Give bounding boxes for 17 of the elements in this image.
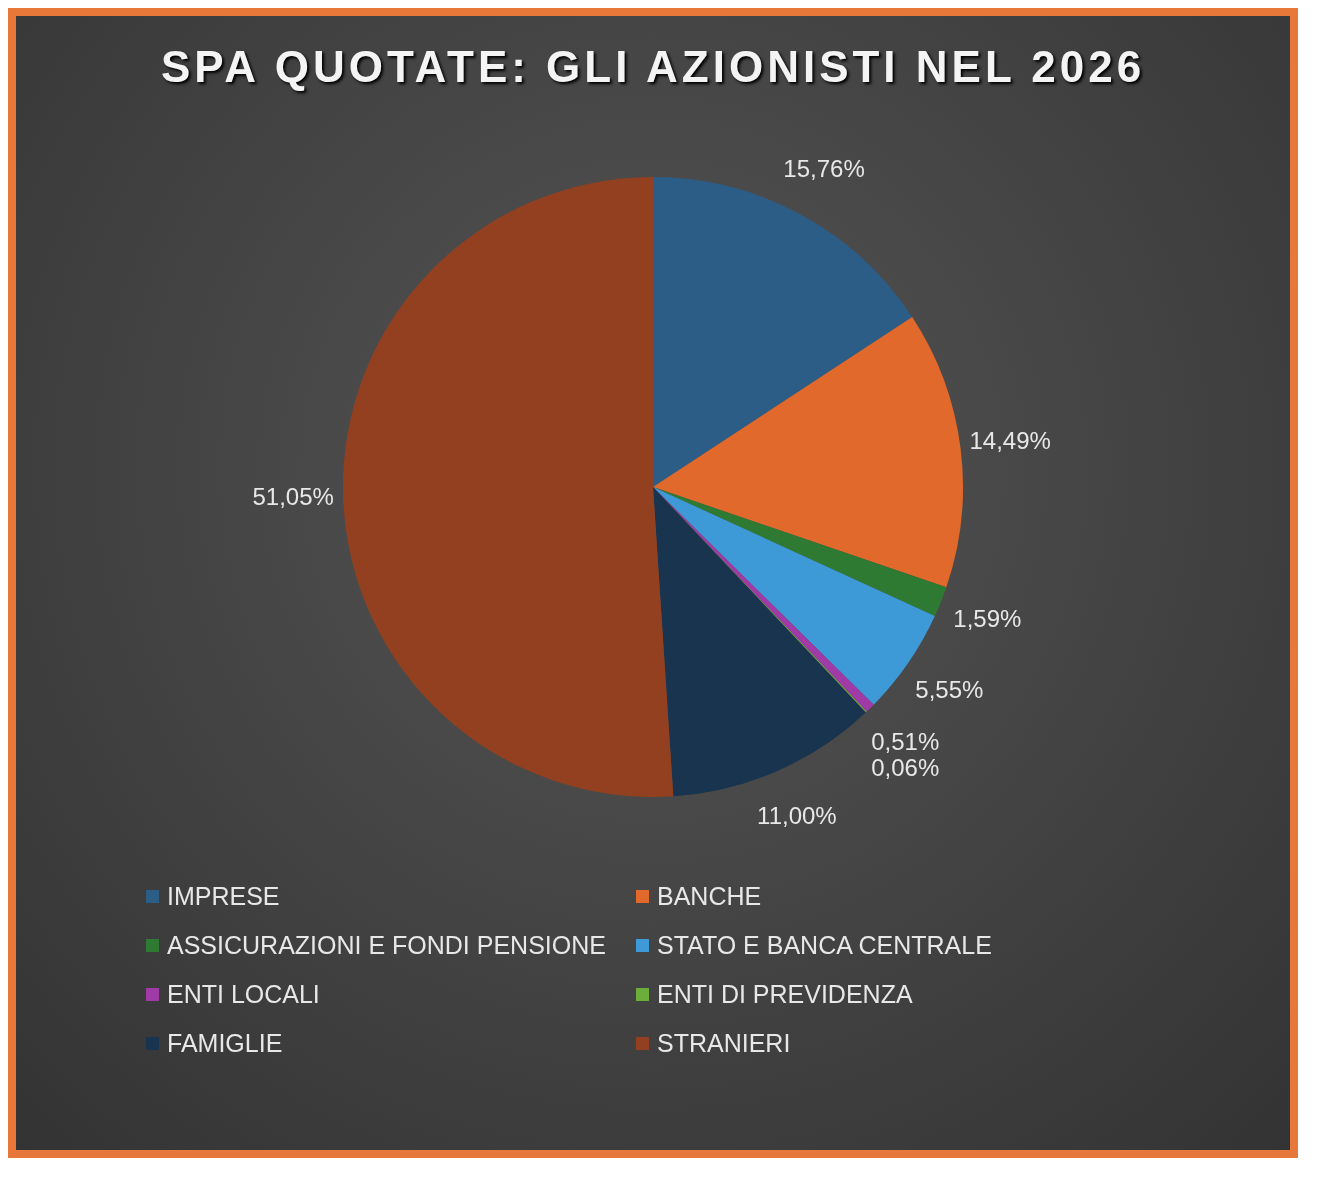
legend-label: IMPRESE (167, 882, 280, 911)
data-label: 0,06% (871, 754, 940, 782)
data-label: 51,05% (252, 483, 334, 511)
legend-label: ASSICURAZIONI E FONDI PENSIONE (167, 931, 606, 960)
legend-label: ENTI DI PREVIDENZA (657, 980, 913, 1009)
data-label: 14,49% (969, 426, 1051, 454)
legend-label: STATO E BANCA CENTRALE (657, 931, 992, 960)
data-label: 11,00% (757, 801, 837, 829)
legend-label: BANCHE (657, 882, 762, 911)
data-label: 1,59% (953, 605, 1022, 633)
data-label: 15,76% (783, 154, 865, 182)
data-label: 5,55% (915, 676, 984, 704)
legend-label: ENTI LOCALI (167, 980, 320, 1009)
legend-label: FAMIGLIE (167, 1029, 283, 1058)
data-label: 0,51% (871, 728, 940, 756)
legend-label: STRANIERI (657, 1029, 791, 1058)
chart-title: SPA QUOTATE: GLI AZIONISTI NEL 2026 (159, 41, 1147, 92)
